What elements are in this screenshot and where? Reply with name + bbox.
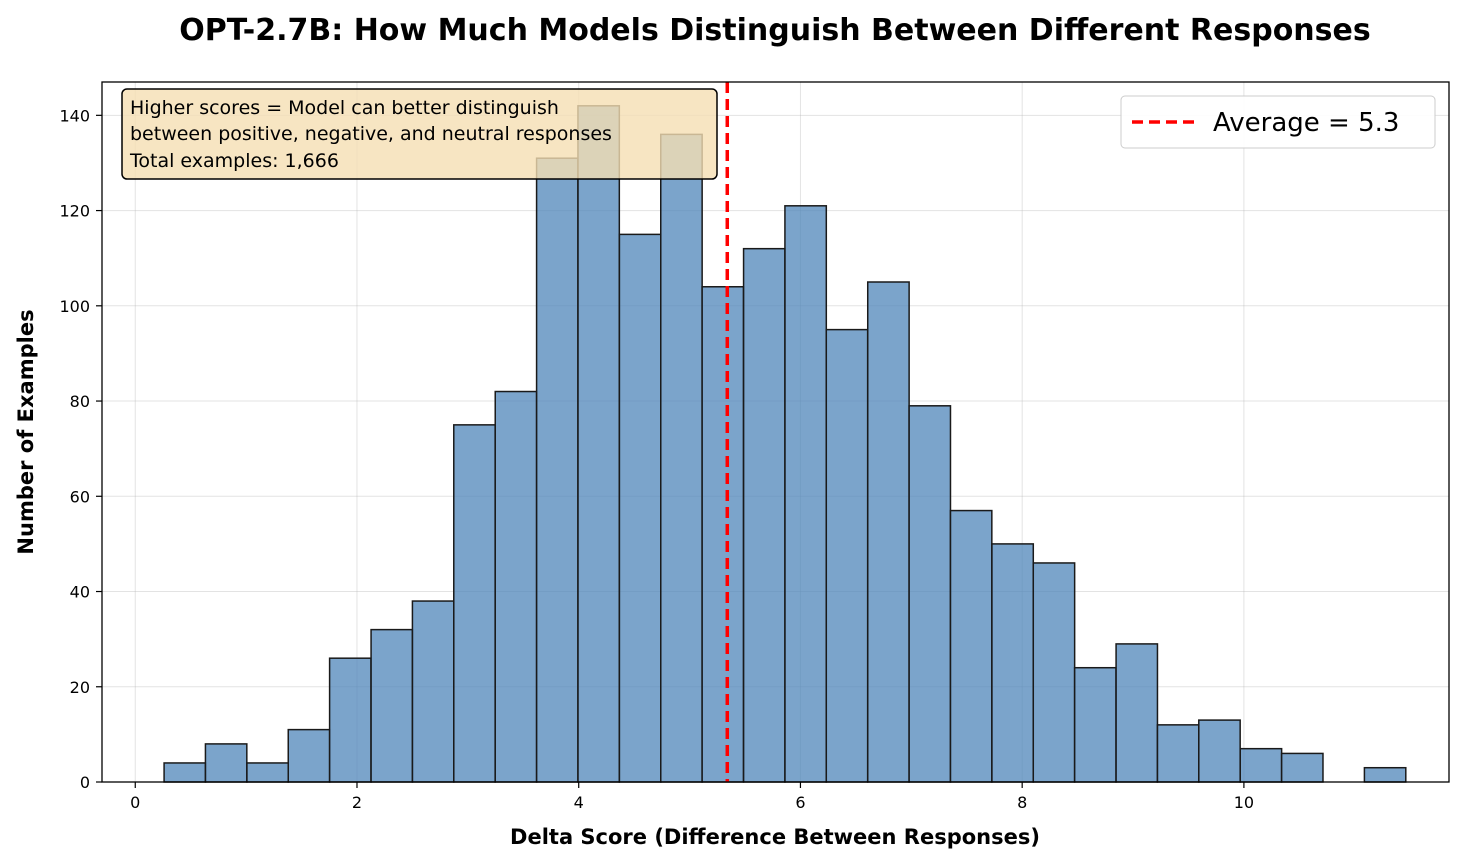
histogram-bar-15 [784,205,828,783]
histogram-bar-25 [1198,719,1241,783]
histogram-bar-7 [453,424,496,783]
y-tick-label-5: 100 [59,297,90,316]
y-tick-label-6: 120 [59,202,90,221]
annotation-box: Higher scores = Model can better disting… [121,88,718,180]
histogram-bar-3 [287,728,331,783]
legend-entry-average: Average = 5.3 [1213,108,1399,138]
y-tick-label-4: 80 [70,392,90,411]
histogram-bar-14 [742,247,786,783]
bars [163,105,1407,783]
annotation-background [121,88,718,180]
histogram-bar-12 [660,133,703,783]
histogram-bar-27 [1280,752,1324,783]
histogram-bar-24 [1156,724,1200,783]
x-tick-label-0: 0 [130,793,140,812]
histogram-bar-16 [825,328,869,783]
histogram-bar-0 [163,762,207,783]
histogram-bar-21 [1032,562,1076,783]
y-axis-ticks: 0 20 40 60 80 100 120 140 [59,106,102,792]
histogram-bar-10 [577,105,621,783]
histogram-bar-20 [991,543,1035,783]
histogram-bar-9 [535,157,579,783]
x-tick-label-2: 4 [574,793,584,812]
plot-frame [101,81,1450,783]
x-axis-label: Delta Score (Difference Between Response… [510,825,1040,849]
histogram-bar-5 [370,628,414,783]
histogram-bar-1 [204,743,248,783]
histogram-bar-17 [866,281,910,783]
chart-title: OPT-2.7B: How Much Models Distinguish Be… [179,13,1370,48]
histogram-bar-8 [494,390,538,783]
histogram-bar-13 [701,286,745,783]
annotation-line-2: between positive, negative, and neutral … [130,123,612,145]
y-tick-label-1: 20 [70,678,90,697]
y-tick-label-2: 40 [70,583,90,602]
histogram-bar-4 [328,657,372,783]
histogram-bar-19 [949,509,993,783]
y-tick-label-0: 0 [80,773,90,792]
x-axis-ticks: 0 2 4 6 8 10 [130,782,1254,812]
x-tick-label-5: 10 [1234,793,1254,812]
annotation-line-3: Total examples: 1,666 [129,150,339,172]
annotation-line-1: Higher scores = Model can better disting… [130,97,559,119]
legend-box [1120,95,1436,149]
histogram-bar-26 [1239,747,1283,783]
x-tick-label-3: 6 [795,793,805,812]
y-tick-label-7: 140 [59,106,90,125]
legend: Average = 5.3 [1120,95,1436,149]
histogram-bar-29 [1363,766,1407,783]
histogram-bar-11 [618,233,662,783]
x-tick-label-1: 2 [352,793,362,812]
y-axis-label: Number of Examples [14,309,38,554]
histogram-bar-2 [246,762,290,783]
histogram-bar-18 [908,405,952,783]
y-tick-label-3: 60 [70,487,90,506]
histogram-bar-23 [1115,643,1159,783]
x-tick-label-4: 8 [1017,793,1027,812]
histogram-bar-22 [1073,666,1117,783]
histogram-bar-6 [411,600,455,783]
